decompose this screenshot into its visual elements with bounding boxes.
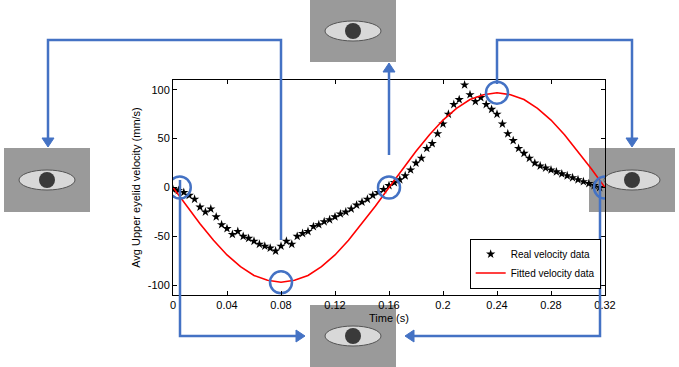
svg-text:-100: -100 xyxy=(148,279,170,291)
svg-text:0.08: 0.08 xyxy=(270,299,291,311)
svg-text:0: 0 xyxy=(170,299,176,311)
svg-text:Real velocity data: Real velocity data xyxy=(511,249,590,260)
svg-text:0.2: 0.2 xyxy=(435,299,450,311)
svg-text:0.24: 0.24 xyxy=(486,299,507,311)
svg-text:Time (s): Time (s) xyxy=(369,312,409,324)
svg-text:0.12: 0.12 xyxy=(324,299,345,311)
svg-text:100: 100 xyxy=(151,84,169,96)
svg-text:Fitted velocity data: Fitted velocity data xyxy=(511,268,595,279)
svg-text:Avg Upper eyelid velocity (mm/: Avg Upper eyelid velocity (mm/s) xyxy=(130,107,142,268)
svg-text:0.04: 0.04 xyxy=(216,299,237,311)
svg-text:0.28: 0.28 xyxy=(540,299,561,311)
svg-text:0: 0 xyxy=(164,181,170,193)
svg-text:50: 50 xyxy=(158,132,170,144)
svg-text:0.16: 0.16 xyxy=(378,299,399,311)
svg-text:-50: -50 xyxy=(154,230,170,242)
svg-text:0.32: 0.32 xyxy=(594,299,615,311)
